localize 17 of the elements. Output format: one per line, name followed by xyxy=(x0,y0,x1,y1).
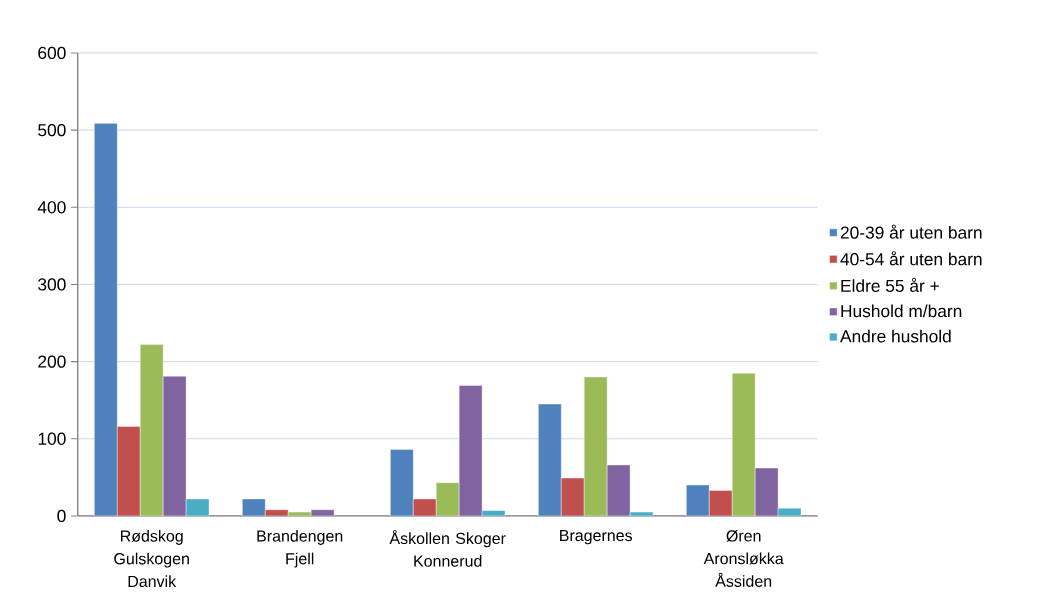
y-tick-label: 100 xyxy=(38,432,66,445)
y-tick-label: 300 xyxy=(38,278,66,291)
x-tick-label: Brandengen Fjell xyxy=(257,529,343,568)
legend-label: Hushold m/barn xyxy=(841,304,962,318)
y-tick-label: 600 xyxy=(38,46,66,60)
y-tick-label: 0 xyxy=(57,509,66,523)
y-tick-label: 400 xyxy=(37,201,66,214)
y-tick-label: 500 xyxy=(38,123,66,137)
x-tick-label: Øren Aronsløkka Åssiden xyxy=(703,529,784,587)
y-tick-label: 200 xyxy=(38,355,66,368)
x-tick-label: Bragernes xyxy=(560,529,633,545)
x-tick-label: Åskollen Skoger Konnerud xyxy=(389,529,506,567)
x-tick-label: Rødskog Gulskogen Danvik xyxy=(114,529,189,588)
legend-label: Andre hushold xyxy=(840,329,951,343)
legend-label: 20-39 år uten barn xyxy=(840,224,982,239)
legend-label: 40-54 år uten barn xyxy=(840,251,982,266)
legend-label: Eldre 55 år + xyxy=(841,277,939,292)
